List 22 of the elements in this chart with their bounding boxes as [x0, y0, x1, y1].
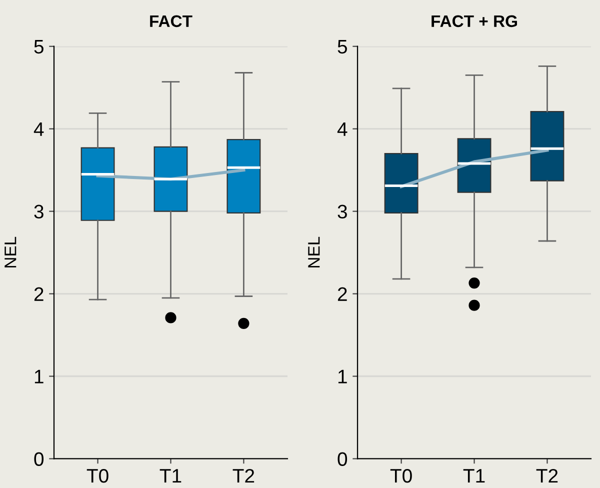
y-tick-label: 2	[34, 287, 44, 301]
x-tick-label: T0	[86, 468, 108, 483]
x-tick-label: T0	[390, 468, 412, 483]
y-tick-label: 3	[338, 204, 347, 219]
x-tick-label: T2	[232, 468, 254, 483]
x-tick-label: T1	[463, 469, 485, 483]
y-tick-label: 4	[337, 122, 348, 136]
y-tick-label: 2	[338, 287, 347, 301]
y-tick-label: 1	[338, 370, 347, 384]
x-tick-label: T2	[536, 468, 558, 483]
y-axis-title: NEL	[4, 236, 16, 268]
y-axis-title: NEL	[308, 236, 320, 268]
y-tick-label: 5	[338, 40, 347, 54]
chart-title: FACT	[150, 15, 192, 28]
y-tick-label: 0	[338, 452, 348, 466]
y-tick-label: 5	[34, 40, 44, 54]
x-tick-label: T1	[160, 469, 182, 483]
y-tick-label: 1	[34, 370, 44, 384]
y-tick-label: 4	[34, 122, 44, 136]
y-tick-label: 0	[34, 452, 44, 466]
chart-title: FACT + RG	[432, 15, 517, 28]
y-tick-label: 3	[34, 204, 44, 219]
